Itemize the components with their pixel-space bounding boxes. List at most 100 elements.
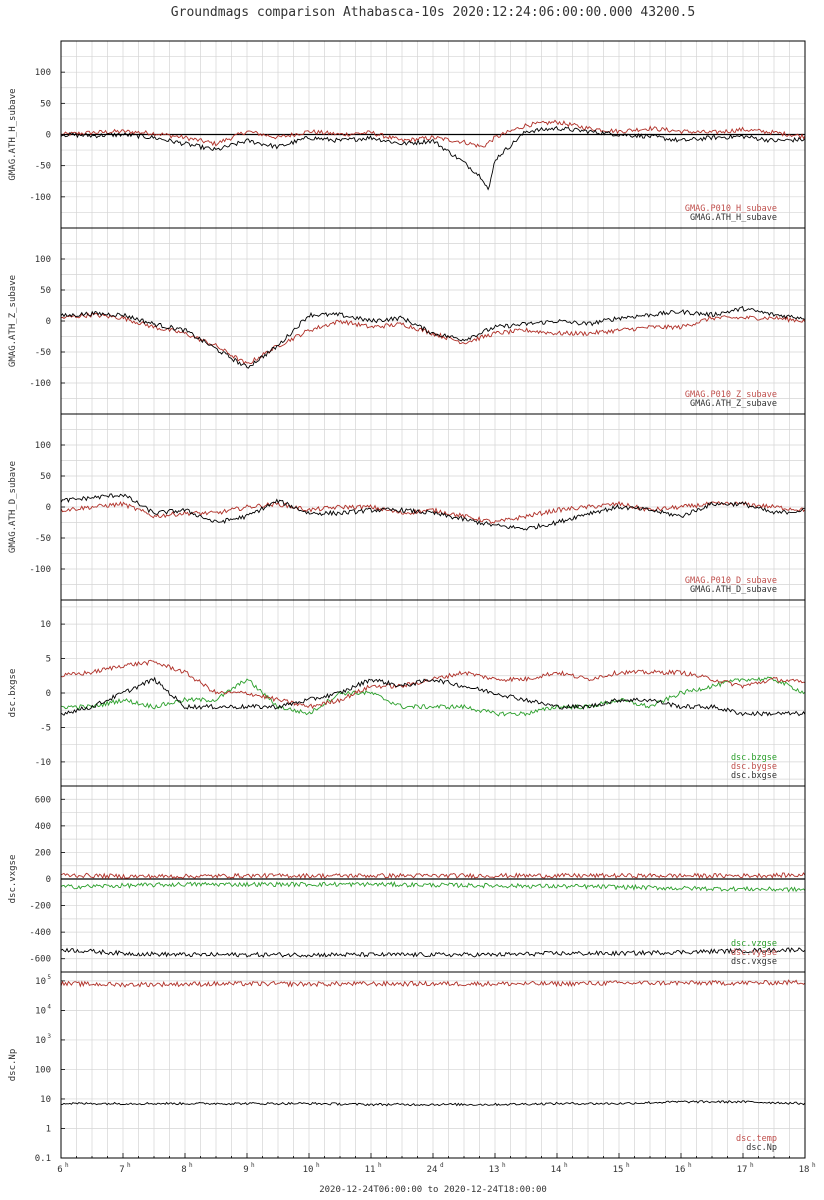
y-tick-label: 1 (46, 1124, 51, 1134)
y-tick-label: 400 (35, 822, 51, 832)
plot-title: Groundmags comparison Athabasca-10s 2020… (171, 5, 695, 20)
y-tick-label: 200 (35, 848, 51, 858)
y-tick-label: -100 (29, 193, 51, 203)
y-tick-label: 50 (40, 99, 51, 109)
y-tick-label: 10 (35, 977, 46, 987)
legend-entry: dsc.Np (746, 1143, 777, 1153)
panel-2: 100500-50-100GMAG.ATH_Z_subaveGMAG.P010_… (8, 227, 806, 415)
y-tick-label: 0 (46, 875, 51, 885)
legend-entry: GMAG.P010_H_subave (685, 204, 777, 214)
y-axis-label: GMAG.ATH_D_subave (8, 461, 18, 553)
y-tick-label: -100 (29, 379, 51, 389)
x-tick-label: 16 (675, 1165, 686, 1175)
x-tick-label-suffix: d (440, 1162, 444, 1169)
y-tick-label: -50 (35, 348, 51, 358)
series-line-dsc-vxgse (60, 947, 806, 958)
x-tick-label: 10 (303, 1165, 314, 1175)
panel-5: 600 400 200 0 -200 -400 -600 dsc.vxgse dsc.vzgse… (8, 785, 806, 973)
x-tick-label: 24 (427, 1165, 438, 1175)
x-tick-label-suffix: h (502, 1162, 506, 1169)
x-tick-label-suffix: h (626, 1162, 630, 1169)
series-line-dsc-bzgse (60, 676, 806, 717)
y-tick-label: 10 (35, 1036, 46, 1046)
legend-entry: dsc.vygse (731, 948, 777, 958)
x-tick-label-suffix: h (564, 1162, 568, 1169)
x-tick-label-suffix: h (812, 1162, 816, 1169)
legend-entry: GMAG.ATH_Z_subave (690, 399, 777, 409)
y-tick-label: 0 (46, 503, 51, 513)
series-line-dsc-bygse (60, 659, 806, 710)
y-tick-label: -50 (35, 534, 51, 544)
y-tick-label: 0.1 (35, 1154, 51, 1164)
y-tick-label-exponent: 3 (47, 1033, 51, 1040)
legend-entry: GMAG.ATH_H_subave (690, 213, 777, 223)
x-tick-label: 18 (799, 1165, 810, 1175)
y-axis-label: dsc.Np (8, 1049, 18, 1082)
x-tick-label: 7 (119, 1165, 124, 1175)
x-tick-label-suffix: h (251, 1162, 255, 1169)
legend-entry: GMAG.ATH_D_subave (690, 585, 777, 595)
y-tick-label: 100 (35, 1065, 51, 1075)
x-tick-label: 17 (737, 1165, 748, 1175)
x-tick-label-suffix: h (750, 1162, 754, 1169)
panel-3: 100500-50-100GMAG.ATH_D_subaveGMAG.P010_… (8, 413, 806, 601)
x-tick-label-suffix: h (688, 1162, 692, 1169)
x-tick-label-suffix: h (127, 1162, 131, 1169)
series-line-gmag-p010-d-subave (60, 500, 806, 525)
legend-entry: dsc.vxgse (731, 957, 777, 967)
x-tick-label: 14 (551, 1165, 562, 1175)
series-line-gmag-ath-d-subave (60, 493, 805, 531)
y-tick-label: 0 (46, 689, 51, 699)
series-line-dsc-vzgse (60, 881, 806, 893)
y-tick-label-exponent: 5 (47, 974, 51, 981)
series-line-gmag-ath-z-subave (60, 305, 806, 369)
x-tick-label: 13 (489, 1165, 500, 1175)
y-tick-label: 50 (40, 286, 51, 296)
y-tick-label: 0 (46, 317, 51, 327)
y-tick-label: 10 (40, 1095, 51, 1105)
y-tick-label: 5 (46, 655, 51, 665)
x-tick-label-suffix: h (189, 1162, 193, 1169)
legend-entry: dsc.bxgse (731, 771, 777, 781)
y-tick-label: 10 (40, 620, 51, 630)
series-line-gmag-ath-h-subave (60, 126, 806, 191)
series-line-gmag-p010-h-subave (60, 119, 806, 148)
y-tick-label: -600 (29, 955, 51, 965)
y-tick-label-exponent: 4 (47, 1003, 51, 1010)
y-axis-label: dsc.bxgse (8, 669, 18, 718)
legend-entry: GMAG.P010_D_subave (685, 576, 777, 586)
x-tick-label-suffix: h (65, 1162, 69, 1169)
y-tick-label: 100 (35, 441, 51, 451)
x-tick-label-suffix: h (378, 1162, 382, 1169)
x-tick-label: 8 (181, 1165, 186, 1175)
y-tick-label: -100 (29, 565, 51, 575)
legend-entry: dsc.bygse (731, 762, 777, 772)
y-tick-label: 600 (35, 795, 51, 805)
x-tick-label-suffix: h (316, 1162, 320, 1169)
series-line-dsc-temp (60, 979, 806, 988)
y-tick-label: -10 (35, 758, 51, 768)
x-tick-label: 9 (243, 1165, 248, 1175)
x-axis: 6 h 7 h 8 h 9 h 10 h 11 h 24 d 13 h 14 h 15 h 16 h 17 h 18 h (57, 1153, 816, 1175)
series-line-dsc-vygse (60, 872, 806, 880)
x-tick-label: 11 (365, 1165, 376, 1175)
panels-group: 100500-50-100GMAG.ATH_H_subaveGMAG.P010_… (8, 40, 806, 1164)
legend-entry: dsc.bzgse (731, 753, 777, 763)
y-tick-label: 0 (46, 131, 51, 141)
y-tick-label: 10 (35, 1006, 46, 1016)
y-tick-label: 100 (35, 68, 51, 78)
legend-entry: dsc.vzgse (731, 939, 777, 949)
legend-entry: dsc.temp (736, 1134, 777, 1144)
panel-1: 100 50 0 -50 -100 GMAG.ATH_H_subaveGMAG.P010_… (8, 40, 806, 229)
y-tick-label: -5 (40, 723, 51, 733)
y-axis-label: GMAG.ATH_Z_subave (8, 275, 18, 367)
y-axis-label: dsc.vxgse (8, 855, 18, 904)
y-tick-label: 50 (40, 472, 51, 482)
panel-4: 1050-5-10dsc.bxgsedsc.bzgsedsc.bygsedsc.… (8, 599, 806, 787)
x-tick-label: 15 (613, 1165, 624, 1175)
series-line-dsc-bxgse (60, 676, 806, 717)
y-tick-label: -50 (35, 162, 51, 172)
y-tick-label: -400 (29, 928, 51, 938)
